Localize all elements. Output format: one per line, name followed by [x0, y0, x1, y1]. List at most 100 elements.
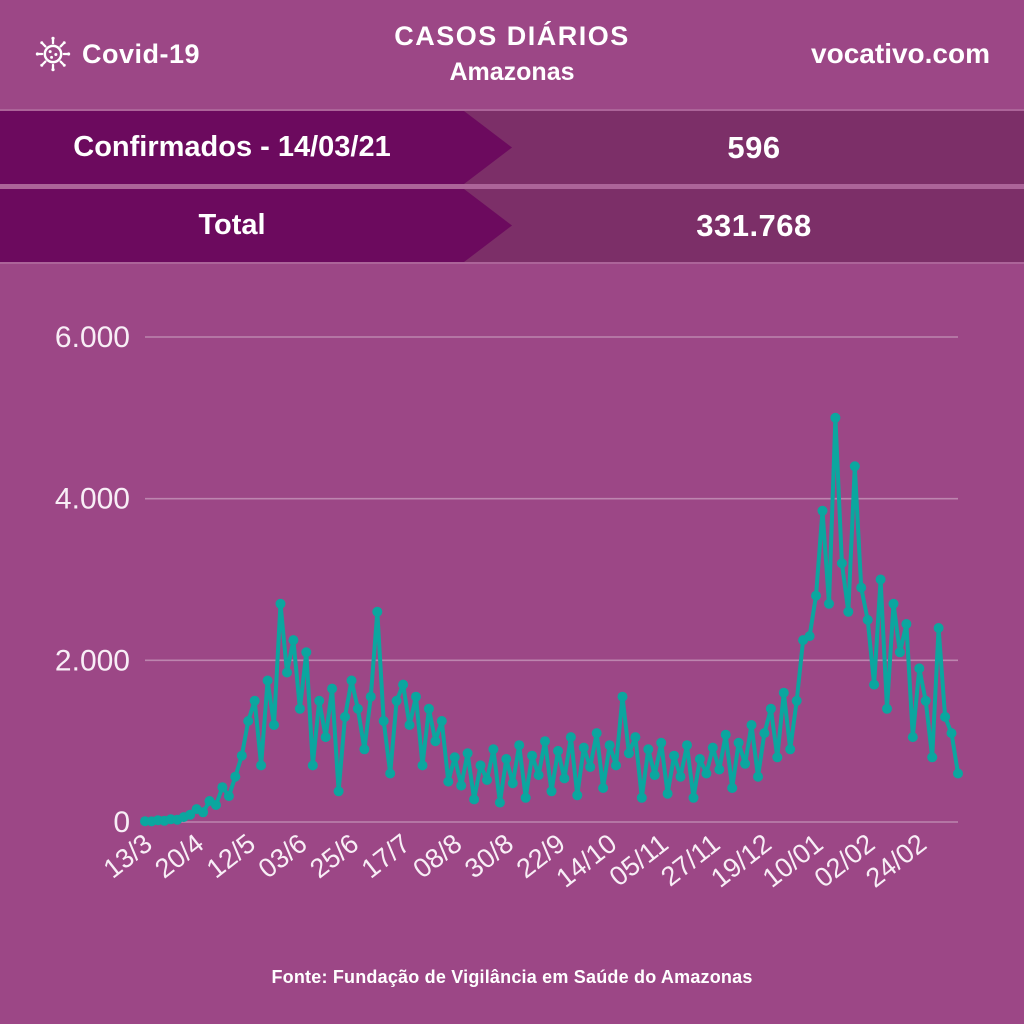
data-point-marker	[307, 760, 318, 771]
data-point-marker	[223, 791, 234, 802]
data-point-marker	[301, 647, 312, 658]
x-tick-label: 30/8	[459, 828, 519, 884]
data-point-marker	[836, 558, 847, 569]
data-point-marker	[559, 773, 570, 784]
x-tick-label: 03/6	[253, 828, 313, 884]
stat-label: Total	[198, 209, 266, 241]
data-point-marker	[714, 764, 725, 775]
stat-row-total: Total 331.768	[0, 189, 1024, 262]
data-point-marker	[611, 760, 621, 771]
stat-value: 331.768	[696, 207, 812, 243]
x-tick-label: 05/11	[604, 828, 674, 892]
data-point-marker	[946, 728, 957, 739]
data-point-marker	[198, 807, 209, 818]
y-tick-label: 6.000	[55, 321, 130, 354]
logo-label: Covid-19	[82, 38, 201, 69]
site-url: vocativo.com	[811, 38, 990, 69]
data-point-marker	[630, 732, 641, 743]
data-point-marker	[791, 695, 802, 706]
data-point-marker	[456, 780, 467, 791]
data-point-marker	[340, 711, 350, 722]
data-point-marker	[656, 737, 667, 748]
data-point-marker	[585, 762, 596, 772]
data-point-marker	[269, 720, 279, 730]
data-point-marker	[882, 703, 892, 714]
data-point-marker	[894, 647, 905, 658]
data-point-marker	[804, 631, 815, 642]
data-point-marker	[753, 771, 763, 782]
data-point-marker	[565, 732, 576, 743]
data-point-marker	[333, 786, 344, 797]
data-point-marker	[527, 750, 538, 761]
y-tick-label: 0	[113, 806, 130, 839]
data-point-marker	[643, 744, 654, 755]
data-point-marker	[765, 703, 776, 714]
data-point-marker	[494, 797, 505, 808]
data-point-marker	[869, 679, 880, 690]
data-point-marker	[914, 663, 925, 674]
data-point-marker	[772, 752, 783, 763]
data-point-marker	[817, 505, 828, 516]
data-point-marker	[824, 598, 834, 609]
stat-label: Confirmados - 14/03/21	[73, 131, 391, 163]
data-point-marker	[217, 782, 228, 793]
data-point-marker	[359, 744, 370, 755]
x-tick-label: 13/3	[98, 828, 158, 884]
data-point-marker	[314, 695, 325, 706]
data-point-marker	[423, 703, 434, 714]
data-point-marker	[617, 691, 628, 702]
stats-panel: Confirmados - 14/03/21 596 Total 331.768	[0, 109, 1024, 264]
data-point-marker	[888, 598, 899, 609]
data-point-marker	[875, 574, 886, 585]
data-point-marker	[411, 691, 421, 702]
data-point-marker	[372, 606, 383, 617]
data-point-marker	[211, 800, 221, 810]
data-point-marker	[933, 623, 944, 633]
data-point-marker	[604, 740, 615, 751]
data-point-marker	[662, 788, 673, 799]
data-point-marker	[591, 728, 602, 739]
data-point-marker	[572, 790, 583, 801]
stat-value: 596	[727, 129, 781, 165]
stat-row-confirmed: Confirmados - 14/03/21 596	[0, 111, 1024, 184]
data-point-marker	[920, 695, 931, 706]
data-point-marker	[417, 760, 428, 771]
data-point-marker	[462, 748, 473, 759]
x-tick-label: 25/6	[304, 828, 364, 884]
data-point-marker	[436, 716, 447, 726]
data-point-marker	[636, 792, 647, 803]
covid-logo: Covid-19	[34, 35, 394, 73]
data-point-marker	[243, 716, 254, 726]
data-point-marker	[482, 775, 492, 785]
data-point-marker	[740, 758, 751, 769]
data-point-marker	[598, 783, 609, 793]
data-point-marker	[759, 728, 770, 739]
data-point-marker	[623, 748, 634, 759]
data-point-marker	[352, 703, 363, 714]
header: Covid-19 CASOS DIÁRIOS Amazonas vocativo…	[0, 0, 1024, 108]
data-point-marker	[365, 691, 376, 702]
data-point-marker	[682, 740, 692, 751]
data-point-marker	[785, 744, 796, 755]
data-point-marker	[501, 754, 512, 764]
data-point-marker	[856, 582, 867, 593]
data-point-marker	[849, 461, 860, 472]
x-tick-label: 24/02	[860, 828, 932, 893]
data-point-marker	[578, 742, 589, 753]
data-point-marker	[475, 760, 486, 771]
data-point-marker	[901, 619, 912, 629]
data-point-marker	[520, 792, 531, 803]
source-credit: Fonte: Fundação de Vigilância em Saúde d…	[271, 967, 753, 987]
data-point-marker	[256, 760, 267, 771]
data-point-marker	[282, 667, 292, 678]
data-point-marker	[733, 737, 744, 748]
page-title: CASOS DIÁRIOS Amazonas	[394, 21, 630, 87]
data-point-marker	[230, 771, 241, 782]
data-point-marker	[294, 703, 305, 714]
data-point-marker	[378, 716, 389, 726]
data-point-marker	[727, 783, 738, 793]
data-point-marker	[533, 770, 544, 781]
data-point-marker	[720, 729, 731, 740]
data-point-marker	[327, 683, 338, 694]
data-point-marker	[811, 590, 821, 601]
